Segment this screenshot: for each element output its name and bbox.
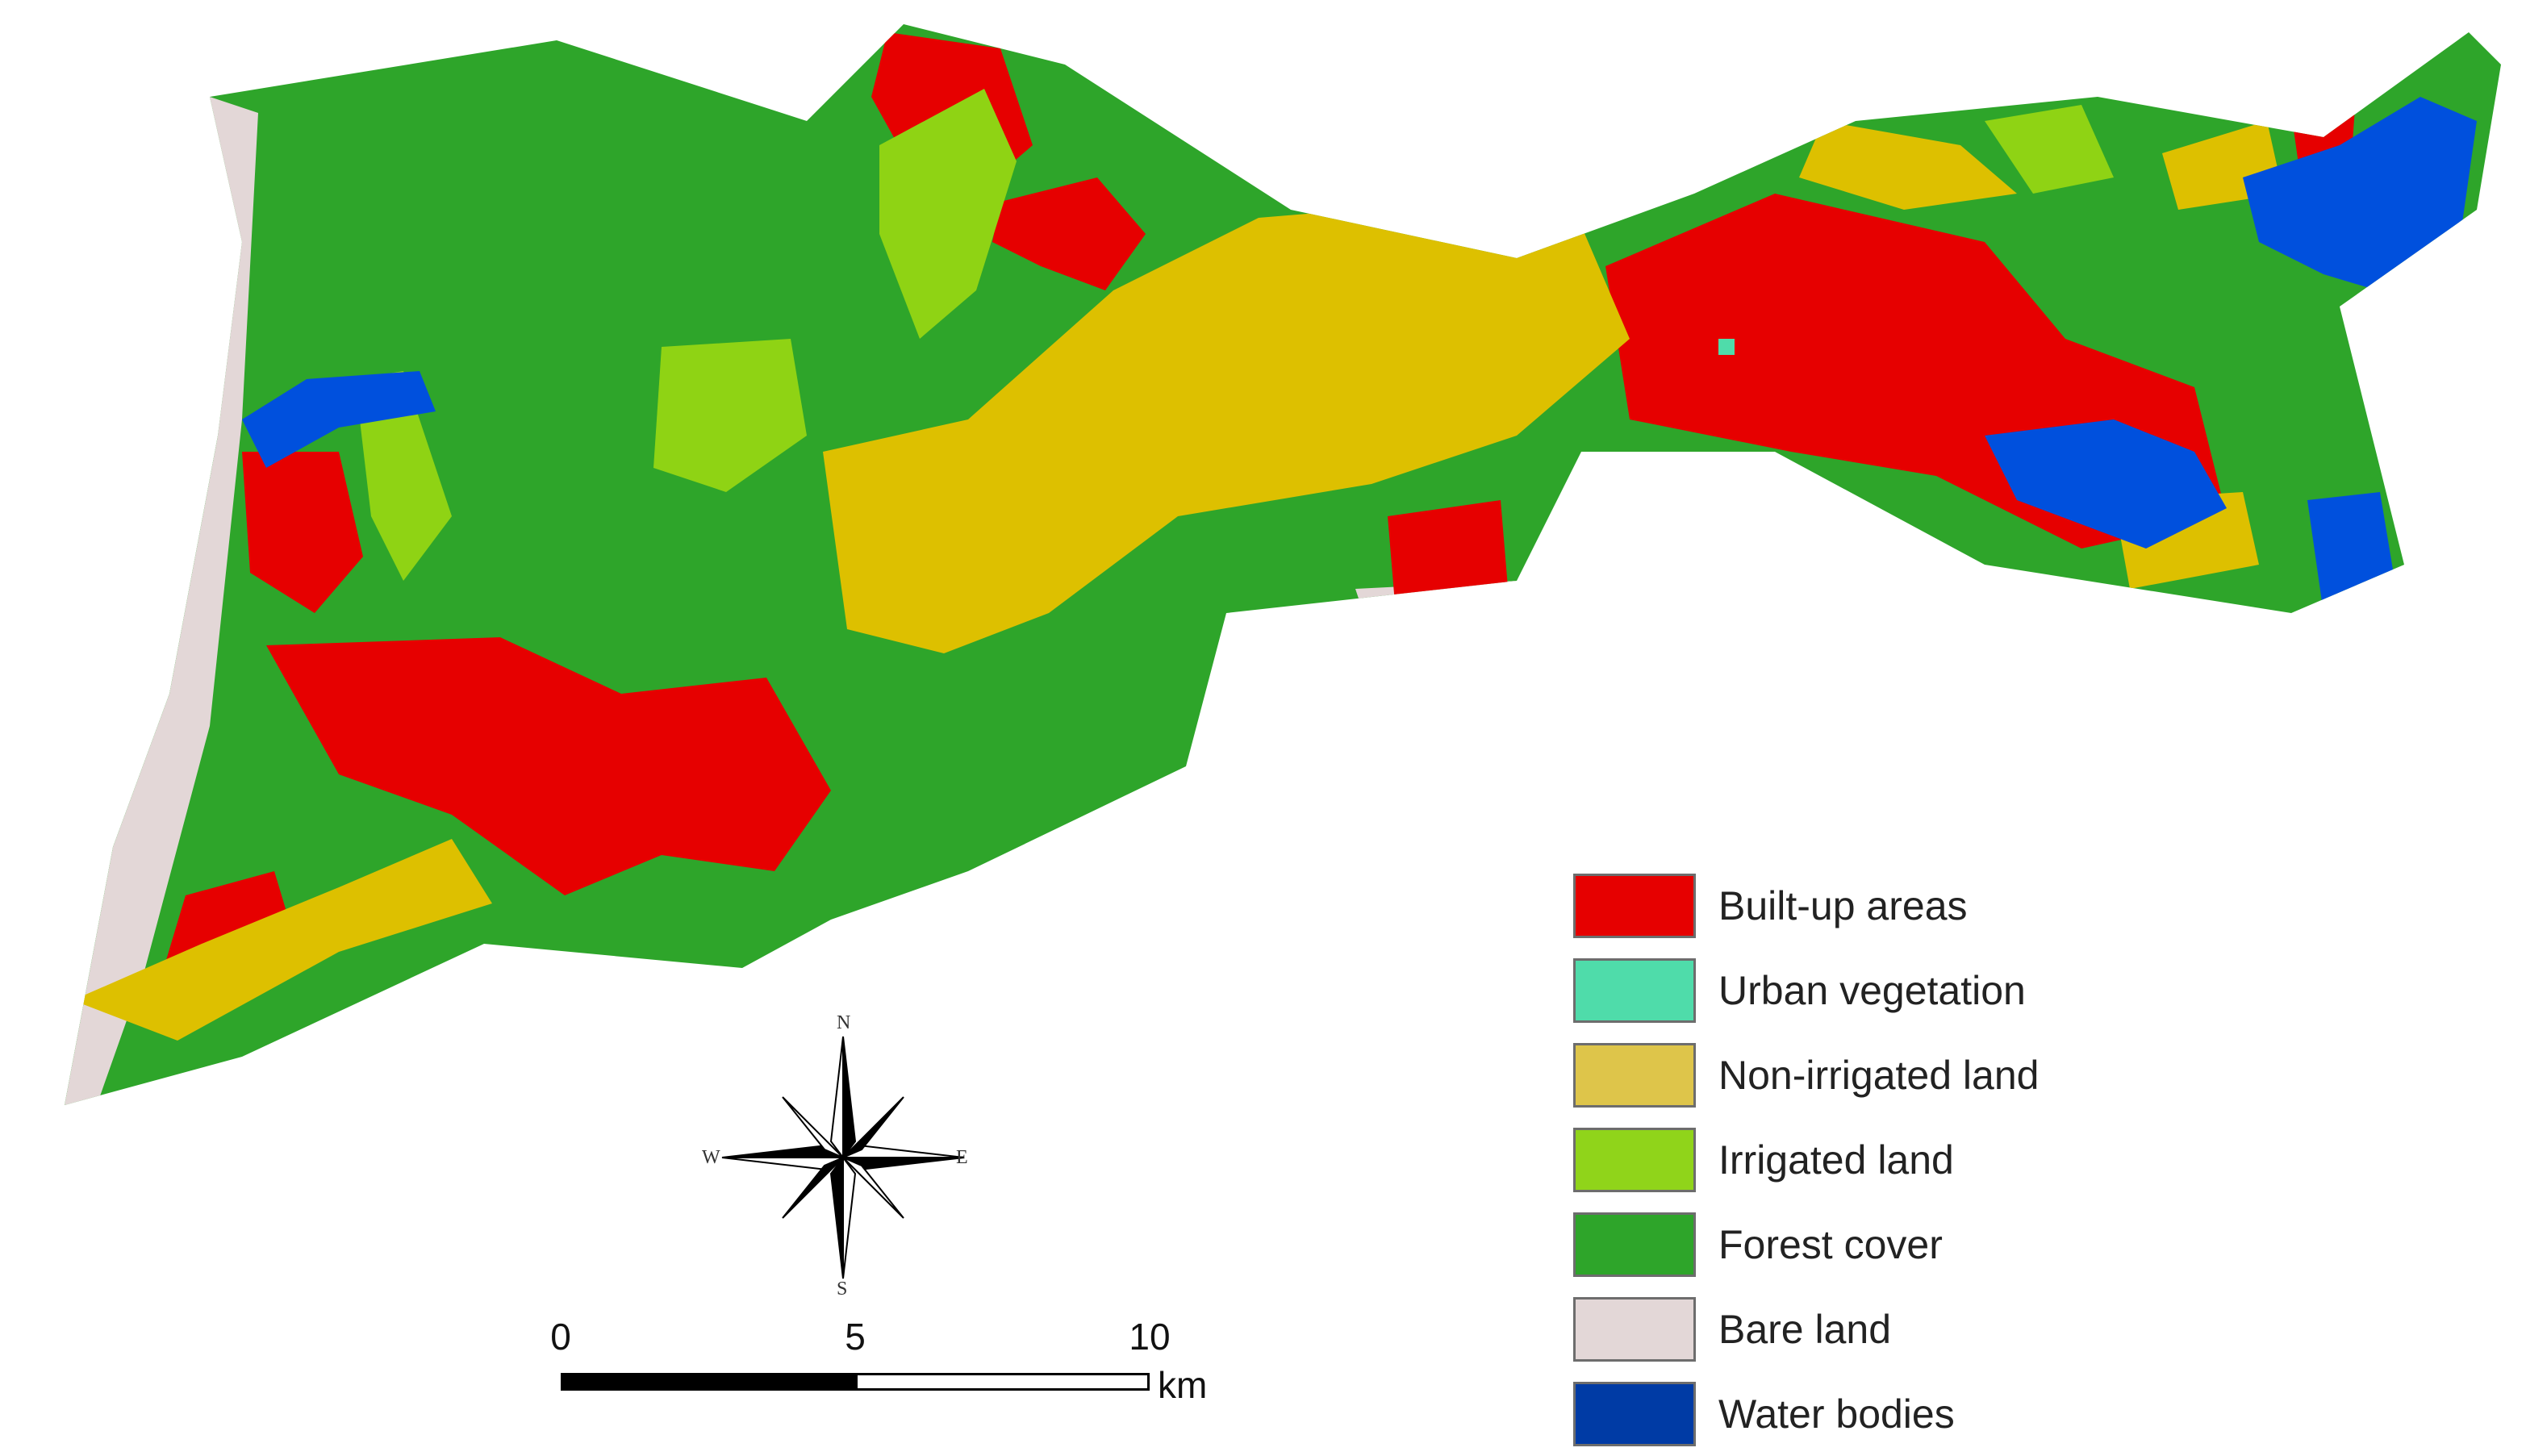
compass-ray-s xyxy=(842,1155,857,1279)
built-up-southwest xyxy=(266,637,831,895)
scale-unit-label: km xyxy=(1158,1364,1208,1406)
water-east-bay xyxy=(1985,419,2227,549)
legend-swatch-built-up xyxy=(1573,873,1696,938)
compass-south-label: S xyxy=(837,1279,848,1300)
legend-item-non-irrigated: Non-irrigated land xyxy=(1573,1033,2380,1117)
compass-ray-s-dark xyxy=(829,1155,844,1279)
legend-item-forest: Forest cover xyxy=(1573,1202,2380,1287)
irrigated-central-west xyxy=(653,339,807,492)
compass-east-label: E xyxy=(956,1147,968,1168)
water-west-lagoon xyxy=(242,371,436,468)
water-northeast xyxy=(2243,97,2477,298)
non-irrigated-central-band xyxy=(823,202,1630,653)
legend-swatch-bare-land xyxy=(1573,1296,1696,1362)
bare-land-southeast-coast xyxy=(1226,613,1372,661)
irrigated-north-center xyxy=(879,89,1017,339)
legend-swatch-forest xyxy=(1573,1212,1696,1277)
legend: Built-up areas Urban vegetation Non-irri… xyxy=(1573,863,2380,1456)
built-up-south-east xyxy=(1388,500,1509,613)
legend-item-built-up: Built-up areas xyxy=(1573,863,2380,948)
compass-ray-ne xyxy=(842,1096,904,1158)
scale-label-10: 10 xyxy=(1129,1316,1171,1358)
scale-bar: 0 5 10 km xyxy=(549,1315,1275,1412)
compass-ray-sw xyxy=(782,1157,844,1219)
legend-item-irrigated: Irrigated land xyxy=(1573,1117,2380,1202)
scale-label-0: 0 xyxy=(550,1316,571,1358)
compass-ray-nw xyxy=(782,1096,844,1158)
legend-swatch-non-irrigated xyxy=(1573,1042,1696,1108)
non-irrigated-east xyxy=(1799,121,2017,210)
legend-label-urban-vegetation: Urban vegetation xyxy=(1718,967,2026,1013)
compass-north-label: N xyxy=(837,1012,851,1033)
compass-rose: N S E W xyxy=(702,1012,976,1300)
non-irrigated-southwest xyxy=(73,839,492,1041)
compass-ray-se xyxy=(842,1157,904,1219)
map-base-layer xyxy=(65,24,2501,1105)
legend-item-urban-vegetation: Urban vegetation xyxy=(1573,948,2380,1033)
built-up-west xyxy=(242,452,363,613)
urban-vegetation-patch xyxy=(1718,339,1735,355)
legend-item-bare-land: Bare land xyxy=(1573,1287,2380,1371)
bare-land-west-coast xyxy=(65,97,258,1105)
compass-star-icon xyxy=(721,1036,965,1279)
irrigated-west-river xyxy=(355,371,452,581)
legend-swatch-urban-vegetation xyxy=(1573,957,1696,1023)
scale-segment-white xyxy=(855,1373,1150,1391)
legend-label-water: Water bodies xyxy=(1718,1391,1955,1437)
compass-star-shape xyxy=(721,1036,965,1279)
legend-swatch-irrigated xyxy=(1573,1127,1696,1192)
legend-label-built-up: Built-up areas xyxy=(1718,882,1968,928)
legend-label-irrigated: Irrigated land xyxy=(1718,1137,1954,1183)
irrigated-northeast xyxy=(1985,105,2114,194)
legend-item-water: Water bodies xyxy=(1573,1371,2380,1456)
built-up-central xyxy=(992,177,1146,290)
compass-ray-n xyxy=(829,1036,844,1160)
legend-label-non-irrigated: Non-irrigated land xyxy=(1718,1052,2040,1098)
legend-label-bare-land: Bare land xyxy=(1718,1306,1892,1352)
scale-label-5: 5 xyxy=(845,1316,866,1358)
scale-segment-black xyxy=(561,1373,855,1391)
compass-west-label: W xyxy=(702,1147,720,1168)
compass-ray-n-dark xyxy=(842,1036,857,1160)
legend-label-forest: Forest cover xyxy=(1718,1221,1943,1267)
legend-swatch-water xyxy=(1573,1381,1696,1446)
